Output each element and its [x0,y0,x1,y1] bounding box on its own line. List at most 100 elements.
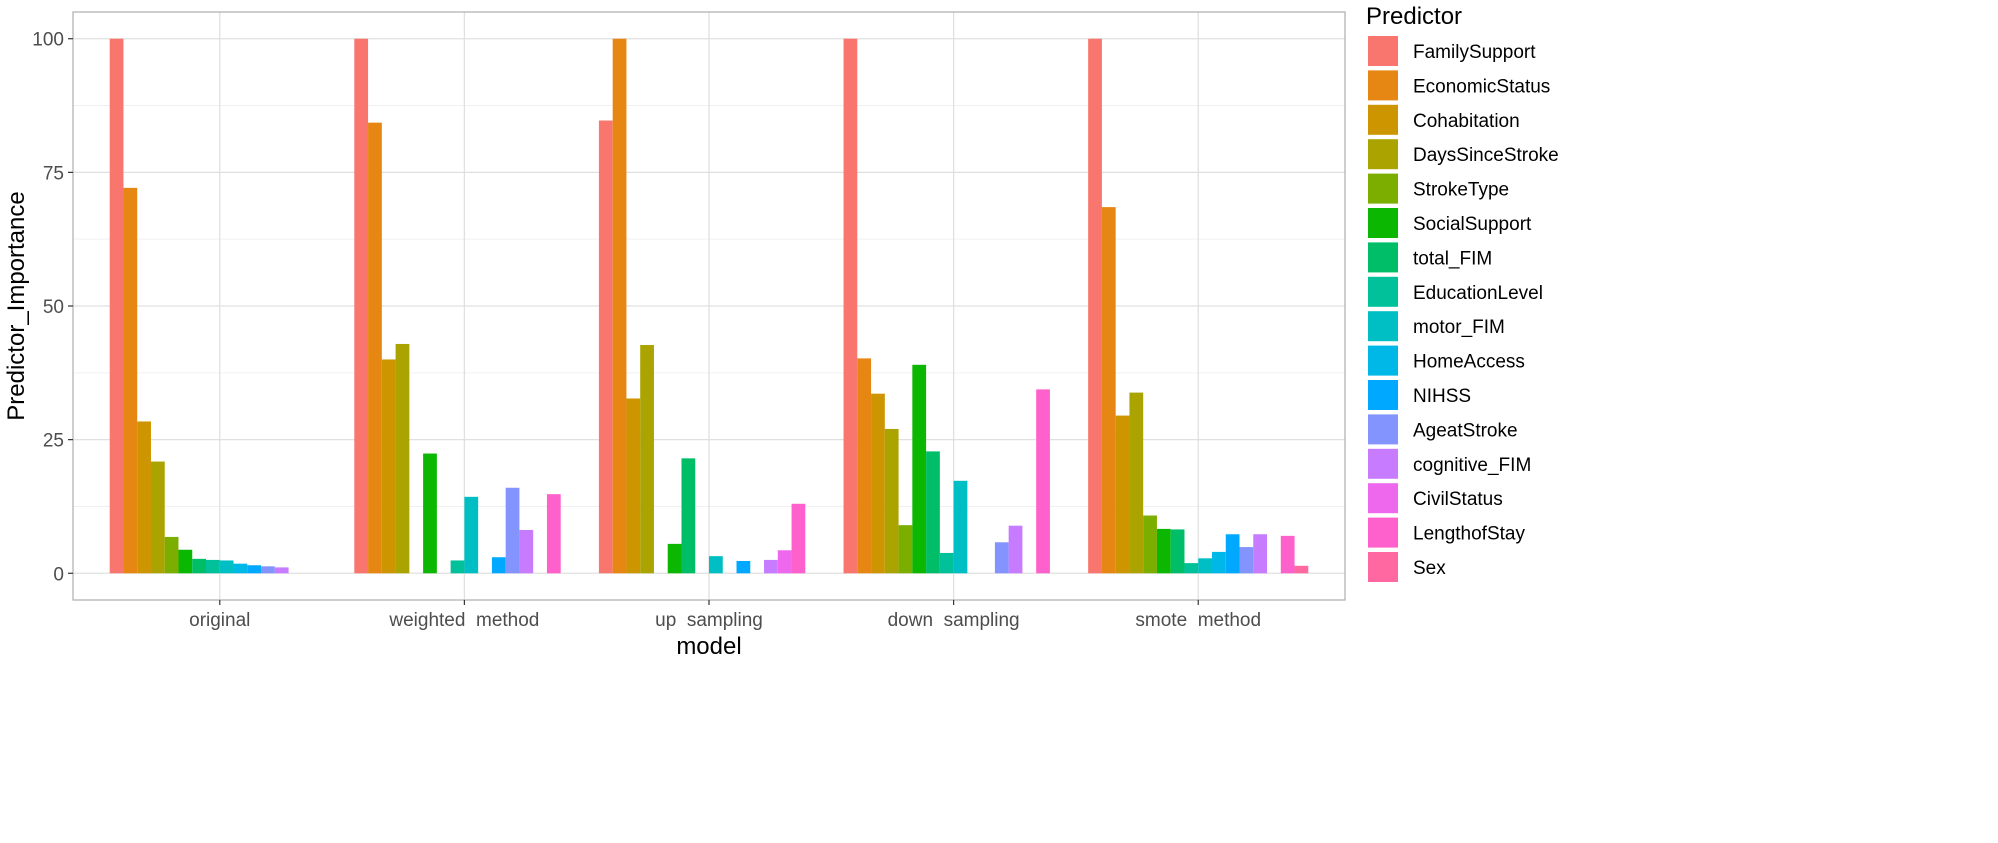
legend-label: StrokeType [1413,180,1509,201]
bar-CivilStatus-2 [777,550,792,574]
bar-HomeAccess-4 [1211,551,1226,574]
legend-label: HomeAccess [1413,352,1525,373]
legend-key-SocialSupport [1368,208,1398,238]
legend-key-total_FIM [1368,242,1398,273]
legend-key-LengthofStay [1368,517,1398,548]
bar-EconomicStatus-1 [368,122,382,574]
bar-StrokeType-3 [898,525,913,574]
bar-motor_FIM-3 [953,480,968,574]
legend-label: total_FIM [1413,248,1492,269]
legend-label: DaysSinceStroke [1413,145,1559,166]
bar-EconomicStatus-0 [123,187,138,574]
bar-LengthofStay-2 [791,503,806,574]
legend-label: CivilStatus [1413,489,1503,510]
x-axis-ticks: original weighted method up sampling down s… [189,600,1261,631]
y-tick-label: 25 [43,431,64,452]
legend-label: Sex [1413,558,1446,579]
bar-motor_FIM-0 [219,560,234,574]
bar-AgeatStroke-1 [505,487,520,574]
bars [109,38,1309,574]
bar-SocialSupport-2 [667,543,682,574]
bar-DaysSinceStroke-2 [640,345,654,574]
legend-key-HomeAccess [1368,345,1398,376]
bar-cognitive_FIM-4 [1253,534,1268,574]
legend-label: FamilySupport [1413,42,1536,63]
bar-total_FIM-2 [681,458,696,574]
bar-SocialSupport-4 [1156,528,1171,574]
bar-Cohabitation-1 [381,359,396,574]
y-tick-label: 75 [43,163,64,184]
bar-total_FIM-0 [192,558,207,574]
bar-StrokeType-0 [164,536,179,574]
bar-FamilySupport-2 [598,120,613,574]
legend-key-Cohabitation [1368,104,1398,135]
bar-SocialSupport-3 [912,364,927,574]
bar-FamilySupport-0 [109,38,124,574]
legend-key-FamilySupport [1368,36,1398,66]
legend-key-DaysSinceStroke [1368,139,1398,170]
y-tick-label: 100 [32,30,64,51]
legend: FamilySupport EconomicStatus Cohabitation D… [1368,36,1559,582]
bar-cognitive_FIM-2 [764,559,778,574]
bar-DaysSinceStroke-1 [395,343,410,574]
bar-Cohabitation-0 [137,421,151,574]
legend-key-motor_FIM [1368,311,1398,342]
legend-key-AgeatStroke [1368,414,1398,445]
legend-label: LengthofStay [1413,524,1525,545]
bar-LengthofStay-1 [546,494,561,574]
legend-key-NIHSS [1368,380,1398,410]
bar-motor_FIM-1 [464,496,479,574]
legend-label: EconomicStatus [1413,76,1550,97]
bar-Cohabitation-3 [871,393,885,574]
x-tick-label: weighted method [388,610,539,631]
bar-NIHSS-4 [1225,534,1240,574]
bar-NIHSS-2 [736,560,751,574]
bar-motor_FIM-4 [1198,558,1212,574]
y-tick-label: 50 [43,297,64,318]
bar-SocialSupport-1 [423,453,437,574]
bar-AgeatStroke-0 [261,566,275,574]
bar-NIHSS-0 [247,565,262,574]
legend-key-CivilStatus [1368,483,1398,514]
legend-label: SocialSupport [1413,214,1532,235]
bar-AgeatStroke-4 [1239,547,1254,574]
bar-cognitive_FIM-1 [519,529,534,574]
legend-key-cognitive_FIM [1368,448,1398,479]
bar-LengthofStay-4 [1280,535,1295,574]
bar-motor_FIM-2 [709,556,723,574]
bar-SocialSupport-0 [178,549,193,574]
legend-label: Cohabitation [1413,111,1520,132]
x-axis-title: model [676,633,741,660]
bar-DaysSinceStroke-0 [150,461,165,574]
legend-label: cognitive_FIM [1413,455,1531,476]
bar-Cohabitation-2 [626,398,641,574]
bar-FamilySupport-3 [843,38,858,574]
legend-title: Predictor [1366,3,1462,30]
bar-cognitive_FIM-0 [274,567,289,574]
bar-total_FIM-4 [1170,529,1185,574]
x-tick-label: down sampling [888,610,1020,631]
bar-Sex-4 [1294,565,1309,574]
bar-FamilySupport-1 [354,38,369,574]
bar-EducationLevel-0 [206,559,220,574]
bar-FamilySupport-4 [1088,38,1102,574]
legend-label: AgeatStroke [1413,420,1518,441]
x-tick-label: original [189,610,250,631]
grid-lines [73,12,1345,600]
legend-key-StrokeType [1368,173,1398,204]
bar-Cohabitation-4 [1115,415,1130,574]
bar-StrokeType-4 [1143,515,1157,574]
bar-EconomicStatus-2 [612,38,627,574]
bar-total_FIM-3 [926,451,940,574]
legend-label: EducationLevel [1413,283,1543,304]
legend-label: motor_FIM [1413,317,1505,338]
x-tick-label: up sampling [655,610,763,631]
bar-DaysSinceStroke-3 [884,428,899,574]
bar-EconomicStatus-4 [1101,207,1116,574]
bar-DaysSinceStroke-4 [1129,392,1144,574]
x-tick-label: smote method [1135,610,1261,631]
bar-EducationLevel-4 [1184,563,1199,574]
legend-label: NIHSS [1413,386,1471,407]
bar-EducationLevel-1 [450,560,465,574]
